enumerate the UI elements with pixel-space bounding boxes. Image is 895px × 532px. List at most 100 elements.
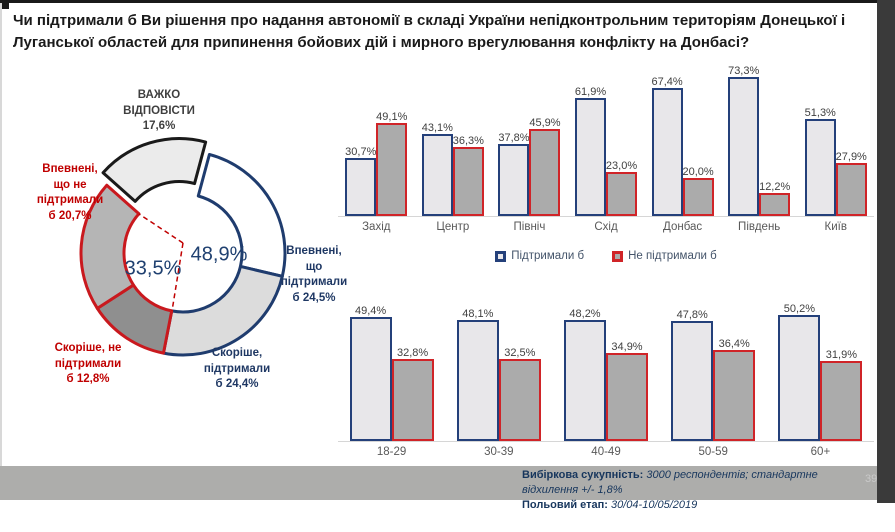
donut-label-sure-oppose: Впевнені, що не підтримали б 20,7% [4, 162, 136, 224]
bar-oppose: 31,9% [820, 349, 863, 441]
corner-mark [0, 0, 9, 9]
right-border [877, 0, 895, 503]
category-label: Схід [594, 221, 618, 233]
bar-group-Північ: 37,8% 45,9% [491, 68, 568, 216]
bar-support: 37,8% [498, 132, 530, 216]
donut-label-line: Скоріше, не [54, 342, 122, 354]
bar-value-label: 48,1% [462, 308, 494, 321]
donut-segment-hard-to-say [101, 137, 208, 203]
bar-support: 47,8% [671, 309, 714, 441]
bar-value-label: 49,1% [376, 110, 408, 123]
region-plot-area: 30,7% 49,1% 43,1% 36,3% 37,8% 45,9% 61,9% 23,0%… [338, 64, 874, 217]
category-label: 60+ [810, 446, 831, 458]
top-border [0, 0, 878, 3]
donut-label-hard-to-say: ВАЖКО ВІДПОВІСТИ 17,6% [90, 88, 228, 135]
bar-value-label: 32,5% [504, 347, 536, 360]
bar-group-Схід: 61,9% 23,0% [568, 68, 645, 216]
donut-label-line: підтримали [36, 194, 104, 206]
bar-support: 48,1% [456, 308, 499, 441]
bar-oppose: 34,9% [606, 341, 648, 441]
bar-group-Захід: 30,7% 49,1% [338, 68, 415, 216]
category-label: 30-39 [484, 446, 514, 458]
footer-field-value: 30/04-10/05/2019 [611, 499, 698, 511]
legend-support-label: Підтримали б [511, 250, 585, 262]
donut-label-rather-support: Скоріше, підтримали б 24,4% [178, 346, 296, 393]
bar-oppose: 49,1% [376, 111, 407, 216]
bar-oppose: 32,5% [498, 347, 541, 441]
bar-support: 61,9% [575, 86, 606, 216]
donut-label-line: підтримали [203, 362, 271, 375]
bar-value-label: 50,2% [783, 303, 816, 315]
category-label: Північ [513, 221, 546, 233]
donut-divider-dashed-line-2 [171, 242, 184, 312]
bar-support: 50,2% [778, 303, 821, 441]
donut-label-line: що не [53, 178, 87, 191]
left-border [0, 3, 2, 466]
bar-value-label: 45,9% [529, 116, 561, 129]
footer-sample-line: Вибіркова сукупність: 3000 респондентів;… [522, 468, 877, 498]
bar-support: 67,4% [651, 76, 683, 216]
bar-group-60+: 50,2% 31,9% [767, 300, 874, 441]
donut-label-line: підтримали [54, 357, 122, 370]
bar-oppose: 20,0% [682, 166, 714, 216]
bar-group-Південь: 73,3% 12,2% [721, 64, 798, 216]
bar-value-label: 12,2% [759, 180, 791, 193]
age-category-axis: 18-29 30-39 40-49 50-59 60+ [338, 446, 874, 458]
age-plot-area: 49,4% 32,8% 48,1% 32,5% 48,2% 34,9% 47,8% 36,4%… [338, 300, 874, 442]
bar-value-label: 51,3% [804, 106, 836, 119]
bar-value-label: 20,0% [682, 166, 714, 178]
footer-field-line: Польовий етап: 30/04-10/05/2019 [522, 498, 877, 513]
donut-label-line: підтримали [280, 276, 348, 288]
donut-label-rather-oppose: Скоріше, не підтримали б 12,8% [28, 341, 148, 388]
donut-divider-dashed-line-1 [138, 213, 184, 244]
bar-oppose: 45,9% [529, 117, 561, 216]
donut-center-support-value: 48,9% [190, 243, 248, 266]
age-bar-chart: 49,4% 32,8% 48,1% 32,5% 48,2% 34,9% 47,8% 36,4%… [338, 300, 874, 458]
bar-oppose: 32,8% [391, 347, 434, 441]
donut-label-line: що [305, 260, 323, 273]
bar-value-label: 27,9% [835, 151, 867, 163]
donut-chart: 48,9% 33,5% Впевнені, що підтримали б 24,5%… [0, 60, 347, 422]
donut-label-line: б 24,5% [292, 291, 336, 304]
donut-label-sure-support: Впевнені, що підтримали б 24,5% [258, 244, 370, 306]
bar-oppose: 27,9% [836, 151, 867, 216]
donut-center-oppose-value: 33,5% [124, 257, 182, 280]
legend-item-support: Підтримали б [495, 250, 584, 262]
bar-value-label: 73,3% [728, 64, 760, 77]
bar-oppose: 12,2% [759, 181, 790, 216]
bar-value-label: 67,4% [651, 75, 683, 88]
bar-group-Київ: 51,3% 27,9% [797, 68, 874, 216]
legend-support-swatch-icon [495, 250, 507, 262]
page-number: 39 [865, 473, 878, 485]
bar-value-label: 37,8% [498, 132, 530, 145]
bar-group-50-59: 47,8% 36,4% [660, 300, 767, 441]
donut-label-line: Впевнені, [286, 245, 342, 257]
bar-group-30-39: 48,1% 32,5% [445, 300, 552, 441]
legend-item-oppose: Не підтримали б [612, 250, 717, 262]
bar-value-label: 49,4% [354, 305, 387, 318]
region-bar-chart: 30,7% 49,1% 43,1% 36,3% 37,8% 45,9% 61,9% 23,0%… [338, 64, 874, 233]
category-label: 40-49 [591, 446, 621, 458]
bar-value-label: 31,9% [825, 348, 858, 361]
bar-value-label: 30,7% [345, 145, 377, 158]
category-label: 18-29 [376, 446, 407, 458]
donut-segment-sure-oppose [79, 183, 141, 310]
legend-oppose-swatch-icon [612, 250, 624, 262]
donut-label-line: Впевнені, [42, 163, 98, 175]
bar-value-label: 43,1% [421, 122, 453, 135]
bar-oppose: 23,0% [606, 160, 637, 216]
bar-support: 30,7% [345, 146, 376, 216]
donut-label-line: ВІДПОВІСТИ [123, 104, 195, 117]
bar-group-Донбас: 67,4% 20,0% [644, 68, 721, 216]
category-label: Захід [362, 221, 391, 233]
region-category-axis: Захід Центр Північ Схід Донбас Південь Київ [338, 221, 874, 233]
bar-group-40-49: 48,2% 34,9% [552, 300, 659, 441]
donut-svg [79, 137, 287, 357]
legend-oppose-label: Не підтримали б [628, 250, 717, 262]
donut-label-line: б 24,4% [215, 378, 259, 390]
bar-group-18-29: 49,4% 32,8% [338, 300, 445, 441]
bar-value-label: 47,8% [676, 309, 708, 322]
bar-group-Центр: 43,1% 36,3% [415, 68, 492, 216]
bar-oppose: 36,4% [713, 338, 756, 441]
